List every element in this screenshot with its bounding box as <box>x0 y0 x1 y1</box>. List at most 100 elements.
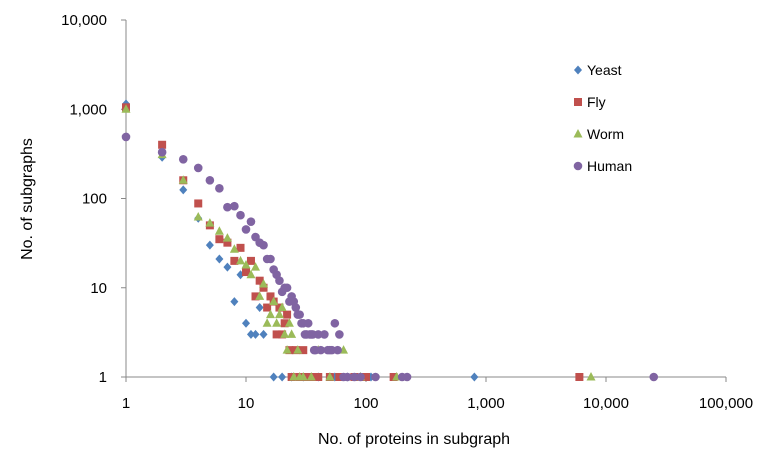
data-point-human <box>402 372 412 382</box>
x-tick-label: 100,000 <box>699 395 753 412</box>
data-point-fly <box>158 140 167 149</box>
data-point-worm <box>274 309 284 319</box>
x-tick-label: 10 <box>238 395 255 412</box>
data-point-worm <box>287 329 297 338</box>
data-point-fly <box>263 303 272 312</box>
data-point-yeast <box>255 303 264 313</box>
legend-label: Worm <box>587 126 624 142</box>
data-point-human <box>356 372 365 382</box>
data-point-human <box>282 283 292 293</box>
data-point-human <box>335 330 344 339</box>
data-point-human <box>649 372 659 382</box>
data-point-human <box>295 310 304 319</box>
series-fly <box>122 103 584 381</box>
data-point-yeast <box>215 254 224 264</box>
legend-label: Fly <box>587 94 606 110</box>
data-point-worm <box>293 345 303 354</box>
data-point-yeast <box>251 329 260 339</box>
legend-marker-yeast <box>574 65 582 75</box>
data-point-fly <box>194 199 203 208</box>
data-point-fly <box>255 276 264 285</box>
x-tick-label: 100 <box>353 395 378 412</box>
data-point-fly <box>299 346 308 355</box>
data-point-fly <box>389 373 398 381</box>
data-point-worm <box>193 212 203 221</box>
data-point-worm <box>178 175 188 184</box>
data-point-worm <box>269 296 279 306</box>
legend-item-human: Human <box>573 158 632 174</box>
data-point-worm <box>586 372 596 381</box>
data-point-fly <box>275 303 284 312</box>
data-point-fly <box>246 256 255 265</box>
data-point-worm <box>251 262 261 271</box>
data-point-human <box>121 132 131 142</box>
data-point-worm <box>255 291 265 300</box>
y-tick-label: 1 <box>99 369 107 386</box>
data-point-human <box>223 202 232 212</box>
legend-marker-fly <box>574 98 582 106</box>
data-point-worm <box>222 233 232 242</box>
data-point-fly <box>266 292 275 301</box>
data-point-yeast <box>230 297 239 307</box>
data-point-fly <box>215 235 224 244</box>
data-point-worm <box>265 309 275 319</box>
data-point-yeast <box>259 329 268 339</box>
data-points <box>121 99 659 382</box>
data-point-fly <box>283 310 292 319</box>
data-point-fly <box>223 238 232 247</box>
data-point-yeast <box>470 372 479 382</box>
data-point-fly <box>575 373 584 381</box>
data-point-yeast <box>278 372 287 382</box>
data-point-worm <box>284 318 294 327</box>
data-point-human <box>205 175 215 185</box>
series-yeast <box>122 99 479 382</box>
data-point-worm <box>241 259 251 269</box>
y-tick-label: 10 <box>90 280 107 297</box>
data-point-human <box>330 318 340 328</box>
data-point-human <box>303 318 313 328</box>
data-point-human <box>350 372 359 382</box>
legend-item-worm: Worm <box>573 126 624 142</box>
data-point-yeast <box>179 185 188 195</box>
data-point-fly <box>280 319 289 328</box>
data-point-yeast <box>205 240 214 250</box>
data-point-yeast <box>246 329 255 339</box>
data-point-human <box>343 372 352 382</box>
data-point-worm <box>306 372 316 381</box>
legend-marker-worm <box>573 129 583 138</box>
data-point-yeast <box>242 318 250 328</box>
data-point-fly <box>302 373 311 381</box>
axes: 1 10 100 1,000 10,000 100,000 1 10 100 1,000 10,00… <box>61 12 753 412</box>
data-point-fly <box>251 292 260 301</box>
data-point-worm <box>277 302 287 312</box>
data-point-worm <box>282 345 292 354</box>
data-point-human <box>215 184 224 193</box>
data-point-worm <box>205 218 215 227</box>
data-point-worm <box>246 269 256 279</box>
data-point-human <box>320 330 329 339</box>
data-point-fly <box>242 268 250 277</box>
data-point-human <box>291 303 301 312</box>
data-point-human <box>275 276 284 285</box>
data-point-fly <box>362 373 370 381</box>
y-tick-label: 1,000 <box>69 101 107 118</box>
data-point-worm <box>229 244 239 253</box>
data-point-fly <box>236 243 245 252</box>
data-point-yeast <box>269 372 278 382</box>
data-point-human <box>241 225 251 234</box>
data-point-human <box>193 163 203 173</box>
x-tick-label: 1,000 <box>467 395 505 412</box>
data-point-worm <box>325 372 335 381</box>
data-point-human <box>157 147 167 157</box>
y-axis-title: No. of subgraphs <box>19 138 36 260</box>
x-tick-label: 1 <box>122 395 130 412</box>
data-point-human <box>313 330 323 339</box>
data-point-worm <box>298 372 308 381</box>
data-point-human <box>178 154 188 164</box>
legend: Yeast Fly Worm Human <box>573 62 632 174</box>
data-point-worm <box>121 104 131 113</box>
data-point-fly <box>259 283 268 292</box>
data-point-fly <box>314 373 323 381</box>
data-point-human <box>371 372 380 382</box>
